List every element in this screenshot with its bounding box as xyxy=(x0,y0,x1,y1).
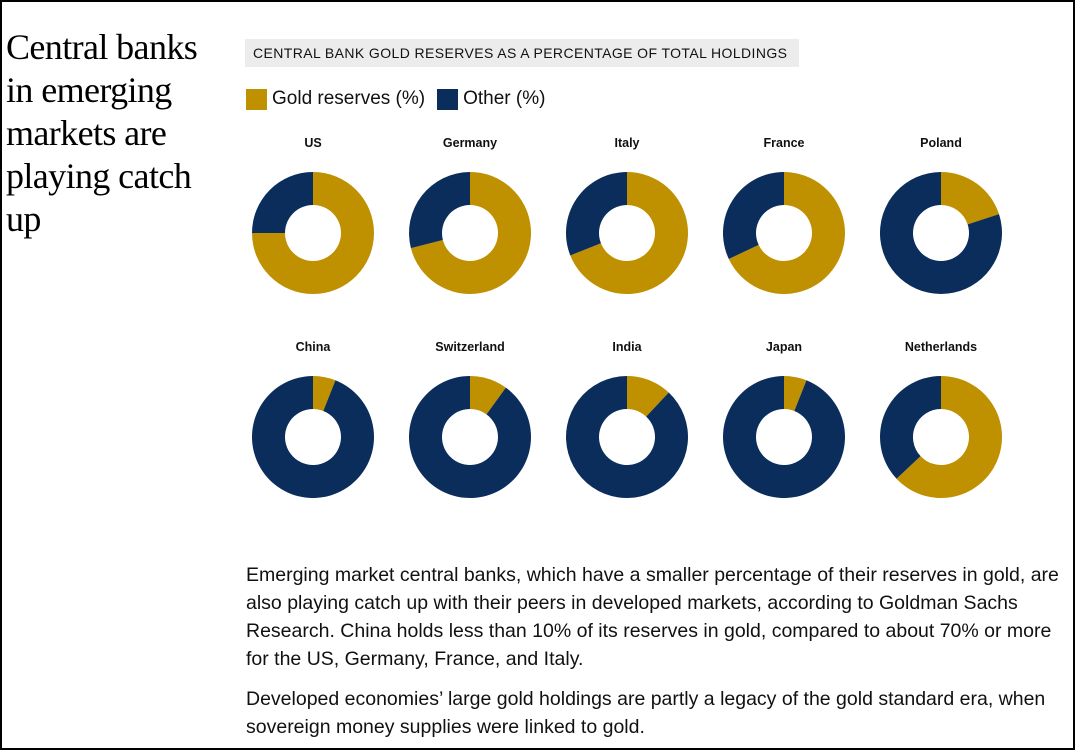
donut-slice-poland-other xyxy=(879,172,1002,294)
legend-label-other: Other (%) xyxy=(463,88,546,109)
donut-germany: Germany xyxy=(409,136,531,294)
donut-slice-japan-gold xyxy=(784,376,807,411)
donut-slice-china-other xyxy=(252,376,375,499)
donut-label-france: France xyxy=(764,136,805,150)
donut-slice-us-other xyxy=(252,172,313,233)
donut-slice-india-other xyxy=(566,376,688,498)
donut-chart-grid: US Germany Italy France Poland China Switzerla… xyxy=(252,136,1002,499)
donut-slice-france-other xyxy=(723,172,784,259)
donut-slice-switzerland-gold xyxy=(470,376,506,415)
donut-india: India xyxy=(566,340,688,498)
donut-slice-italy-other xyxy=(566,172,627,256)
legend-item-other: Other (%) xyxy=(437,88,545,110)
donut-slice-india-gold xyxy=(627,376,669,417)
donut-label-poland: Poland xyxy=(920,136,962,150)
donut-slice-germany-gold xyxy=(410,172,531,294)
donut-china: China xyxy=(252,340,375,499)
donut-label-switzerland: Switzerland xyxy=(435,340,504,354)
donut-label-germany: Germany xyxy=(443,136,497,150)
donut-slice-netherlands-other xyxy=(879,376,941,479)
headline: Central banks in emerging markets are pl… xyxy=(6,27,198,239)
body-paragraph-2: Developed economies’ large gold holdings… xyxy=(246,688,1046,738)
donut-italy: Italy xyxy=(566,136,688,294)
donut-netherlands: Netherlands xyxy=(879,340,1002,498)
donut-japan: Japan xyxy=(723,340,845,498)
legend-swatch-other xyxy=(437,88,459,110)
article-body: Emerging market central banks, which hav… xyxy=(246,561,1061,748)
donut-slice-switzerland-other xyxy=(408,376,531,499)
legend-item-gold: Gold reserves (%) xyxy=(246,88,425,110)
donut-switzerland: Switzerland xyxy=(408,340,531,499)
donut-slice-netherlands-gold xyxy=(896,376,1002,498)
donut-label-china: China xyxy=(296,340,332,354)
donut-label-us: US xyxy=(304,136,321,150)
legend-swatch-gold xyxy=(246,88,267,110)
donut-slice-germany-other xyxy=(409,172,470,249)
donut-label-india: India xyxy=(612,340,642,354)
body-paragraph-1: Emerging market central banks, which hav… xyxy=(246,564,1059,670)
legend-label-gold: Gold reserves (%) xyxy=(272,88,426,109)
donut-label-netherlands: Netherlands xyxy=(905,340,977,354)
donut-poland: Poland xyxy=(879,136,1002,294)
donut-slice-italy-gold xyxy=(570,172,688,294)
donut-slice-france-gold xyxy=(728,172,845,294)
donut-slice-japan-other xyxy=(723,376,845,498)
donut-slice-china-gold xyxy=(313,376,336,411)
donut-label-japan: Japan xyxy=(766,340,802,354)
donut-slice-us-gold xyxy=(252,172,374,294)
donut-label-italy: Italy xyxy=(614,136,639,150)
chart-title: CENTRAL BANK GOLD RESERVES AS A PERCENTA… xyxy=(245,39,799,67)
donut-us: US xyxy=(252,136,374,294)
chart-legend: Gold reserves (%) Other (%) xyxy=(246,88,557,110)
donut-slice-poland-gold xyxy=(941,172,1000,225)
donut-france: France xyxy=(723,136,845,294)
